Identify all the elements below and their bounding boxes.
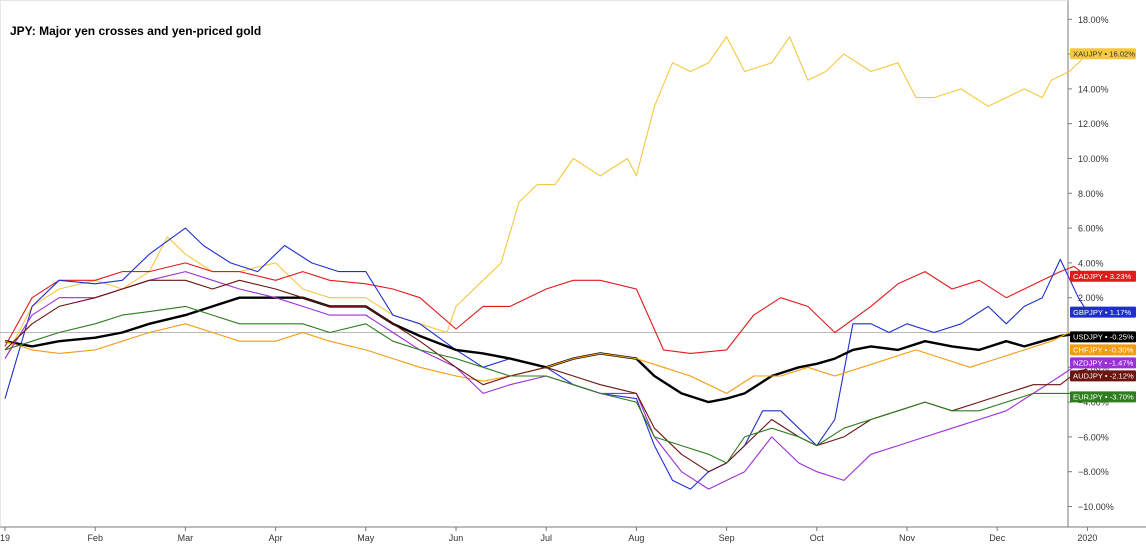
series-line-eurjpy [4, 305, 1088, 464]
series-label-usdjpy [1070, 331, 1136, 343]
x-tick-label: 2020 [1077, 533, 1097, 543]
series-line-cadjpy [4, 262, 1088, 354]
series-label-audjpy [1070, 370, 1136, 382]
series-lines [4, 36, 1088, 490]
x-tick-label: Sep [719, 533, 735, 543]
series-label-text: EURJPY • -3.70% [1073, 393, 1134, 402]
x-tick-label: Dec [989, 533, 1006, 543]
series-line-nzdjpy [4, 271, 1088, 490]
series-label-text: XAUJPY • 16.02% [1073, 50, 1135, 59]
series-label-text: CHFJPY • -0.30% [1073, 346, 1134, 355]
x-tick-label: Jul [540, 533, 552, 543]
x-tick-label: 19 [0, 533, 10, 543]
series-label-nzdjpy [1070, 357, 1136, 369]
y-tick-label: 14.00% [1078, 84, 1109, 94]
x-tick-label: May [357, 533, 375, 543]
series-label-text: CADJPY • 3.23% [1073, 272, 1131, 281]
y-tick-label: 6.00% [1078, 224, 1104, 234]
x-tick-label: Mar [178, 533, 194, 543]
series-line-chfjpy [4, 323, 1088, 394]
chart-title: JPY: Major yen crosses and yen-priced go… [10, 24, 262, 38]
x-tick-label: Jun [449, 533, 464, 543]
y-tick-label: −8.00% [1078, 467, 1109, 477]
y-tick-label: 2.00% [1078, 293, 1104, 303]
series-end-labels: XAUJPY • 16.02% CADJPY • 3.23% GBPJPY • 1.… [1070, 48, 1136, 403]
y-tick-label: 10.00% [1078, 154, 1109, 164]
series-label-cadjpy [1070, 270, 1136, 282]
y-tick-label: 18.00% [1078, 15, 1109, 25]
y-tick-label: 4.00% [1078, 258, 1104, 268]
x-tick-label: Nov [899, 533, 916, 543]
y-tick-label: −6.00% [1078, 432, 1109, 442]
series-line-gbpjpy [4, 227, 1088, 490]
x-tick-label: Aug [628, 533, 644, 543]
series-label-text: GBPJPY • 1.17% [1073, 308, 1131, 317]
y-tick-label: −10.00% [1078, 502, 1114, 512]
series-label-xaujpy [1070, 48, 1136, 60]
x-tick-label: Apr [269, 533, 283, 543]
series-label-eurjpy [1070, 391, 1136, 403]
series-label-chfjpy [1070, 344, 1136, 356]
x-tick-label: Oct [810, 533, 825, 543]
series-label-text: NZDJPY • -1.47% [1073, 359, 1134, 368]
y-tick-label: 12.00% [1078, 119, 1109, 129]
y-tick-label: 8.00% [1078, 189, 1104, 199]
x-tick-label: Feb [87, 533, 103, 543]
series-line-xaujpy [4, 36, 1088, 359]
series-label-text: USDJPY • -0.25% [1073, 333, 1134, 342]
series-line-usdjpy [4, 296, 1088, 404]
y-tick-label: −4.00% [1078, 398, 1109, 408]
series-label-text: AUDJPY • -2.12% [1073, 372, 1134, 381]
series-label-gbpjpy [1070, 306, 1136, 318]
